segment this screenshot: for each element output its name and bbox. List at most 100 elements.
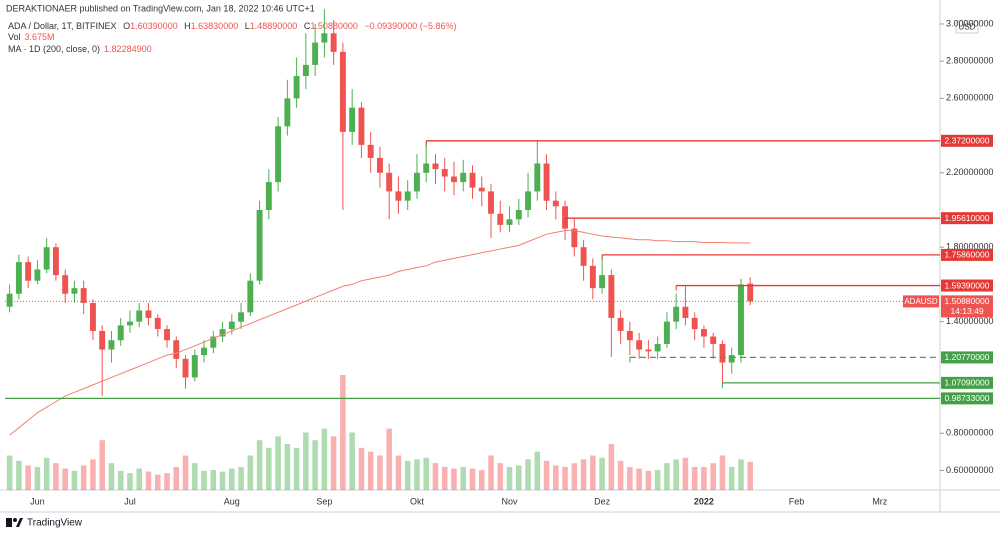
candle-body xyxy=(747,283,754,302)
candle-body xyxy=(210,336,217,348)
candle-body xyxy=(608,275,615,318)
candle-body xyxy=(534,163,541,192)
x-tick-label: Jun xyxy=(30,496,45,506)
x-tick-label: Dez xyxy=(594,496,611,506)
level-label: 1.75860000 xyxy=(945,250,990,260)
volume-bar xyxy=(701,467,707,490)
volume-bar xyxy=(423,457,429,490)
volume-bar xyxy=(256,440,263,490)
level-label-box xyxy=(941,134,993,147)
x-tick-label: Aug xyxy=(224,496,240,506)
y-tick-label: 1.40000000 xyxy=(946,316,994,326)
y-tick-label: 0.80000000 xyxy=(946,428,994,438)
volume-bar xyxy=(210,470,217,490)
volume-bar xyxy=(553,465,559,490)
volume-bar xyxy=(719,455,726,490)
candle-body xyxy=(6,293,13,307)
volume-bar xyxy=(90,459,96,490)
candle-body xyxy=(580,247,587,266)
candle-body xyxy=(395,191,402,201)
candle-body xyxy=(599,275,606,289)
volume-bar xyxy=(25,465,31,490)
candle-body xyxy=(25,262,32,281)
candle-body xyxy=(173,340,180,359)
volume-bar xyxy=(229,468,235,490)
volume-bar xyxy=(367,451,374,490)
volume-bar xyxy=(488,455,494,490)
symbol-box xyxy=(903,295,939,308)
volume-bar xyxy=(16,460,22,490)
volume-bar xyxy=(451,468,457,490)
candle-body xyxy=(469,172,476,188)
volume-bar xyxy=(377,455,383,490)
volume-bar xyxy=(617,460,624,490)
candle-body xyxy=(182,358,189,378)
volume-bar xyxy=(62,468,68,490)
candle-body xyxy=(265,182,272,210)
candle-body xyxy=(460,172,467,183)
publisher: DERAKTIONAER published on TradingView.co… xyxy=(6,3,315,13)
volume-bar xyxy=(747,461,753,490)
volume-label: Vol xyxy=(8,32,21,42)
candle-body xyxy=(682,306,689,318)
candle-body xyxy=(108,340,115,350)
x-tick-label: Sep xyxy=(316,496,332,506)
candle-body xyxy=(525,191,532,210)
volume-bar xyxy=(284,444,291,490)
unit-label: USD xyxy=(959,23,976,32)
level-label: 1.20770000 xyxy=(945,352,990,362)
volume-bar xyxy=(562,467,568,490)
volume-bar xyxy=(654,470,661,490)
volume-bar xyxy=(599,457,605,490)
volume-bar xyxy=(312,440,318,490)
volume-bar xyxy=(432,463,439,490)
candle-body xyxy=(710,336,717,344)
x-tick-label: Jul xyxy=(124,496,136,506)
candle-body xyxy=(386,172,393,192)
candle-body xyxy=(367,144,374,158)
x-tick-label: Okt xyxy=(410,496,425,506)
level-label: 0.98733000 xyxy=(945,393,990,403)
volume-bar xyxy=(710,463,716,490)
candle-body xyxy=(700,329,707,337)
volume-bar xyxy=(414,459,420,490)
level-label-box xyxy=(941,376,993,389)
x-tick-label: 2022 xyxy=(694,496,714,506)
volume-bar xyxy=(404,460,411,490)
ohlc-value: 1.48890000 xyxy=(250,21,298,31)
candle-body xyxy=(589,265,596,289)
last-price-label: 1.50880000 xyxy=(945,296,990,306)
volume-bar xyxy=(645,470,652,490)
candle-body xyxy=(358,107,365,145)
candle-body xyxy=(117,325,124,341)
volume-bar xyxy=(543,460,550,490)
level-label: 1.95610000 xyxy=(945,213,990,223)
volume-bar xyxy=(192,463,198,490)
countdown: 14:13:49 xyxy=(950,306,983,316)
volume-bar xyxy=(330,436,337,490)
last-price-box xyxy=(941,295,993,318)
candle-body xyxy=(52,247,59,276)
ohlc-label: L xyxy=(245,21,250,31)
candle-body xyxy=(571,228,578,248)
candle-body xyxy=(413,172,420,192)
volume-bar xyxy=(358,447,365,490)
candle-body xyxy=(99,330,106,350)
candle-body xyxy=(80,288,87,304)
volume-bar xyxy=(247,455,254,490)
volume-bar xyxy=(691,467,698,490)
volume-bar xyxy=(293,447,300,490)
candle-body xyxy=(636,340,643,350)
candle-body xyxy=(247,280,254,313)
moving-average xyxy=(9,229,751,436)
candle-body xyxy=(404,191,411,201)
candle-body xyxy=(238,312,245,322)
candle-body xyxy=(738,284,744,356)
candle-body xyxy=(617,317,624,331)
candle-body xyxy=(488,191,494,214)
candle-body xyxy=(673,306,680,322)
candle-body xyxy=(43,247,50,270)
level-label-box xyxy=(941,212,993,225)
candle-body xyxy=(321,33,328,43)
